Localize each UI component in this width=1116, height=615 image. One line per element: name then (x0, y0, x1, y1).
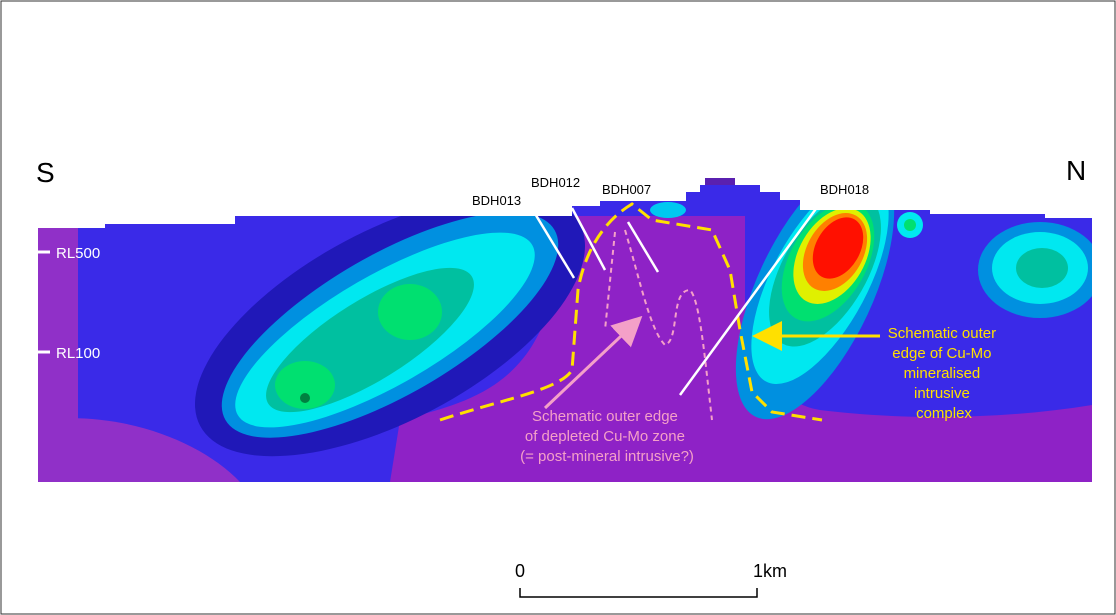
level-label: RL500 (56, 245, 100, 262)
surface-structure (705, 178, 735, 186)
drillhole-label: BDH007 (602, 182, 651, 197)
scale-start: 0 (515, 561, 525, 581)
depleted-annotation: Schematic outer edge of depleted Cu-Mo z… (520, 408, 694, 465)
scale-end: 1km (753, 561, 787, 581)
level-label: RL100 (56, 345, 100, 362)
south-label: S (36, 157, 55, 188)
drillhole-label: BDH018 (820, 182, 869, 197)
drillhole-label: BDH013 (472, 193, 521, 208)
north-label: N (1066, 155, 1086, 186)
drillhole-label: BDH012 (531, 175, 580, 190)
figure: RL500 RL100 BDH013 BDH012 BDH007 BDH018 … (0, 0, 1116, 615)
